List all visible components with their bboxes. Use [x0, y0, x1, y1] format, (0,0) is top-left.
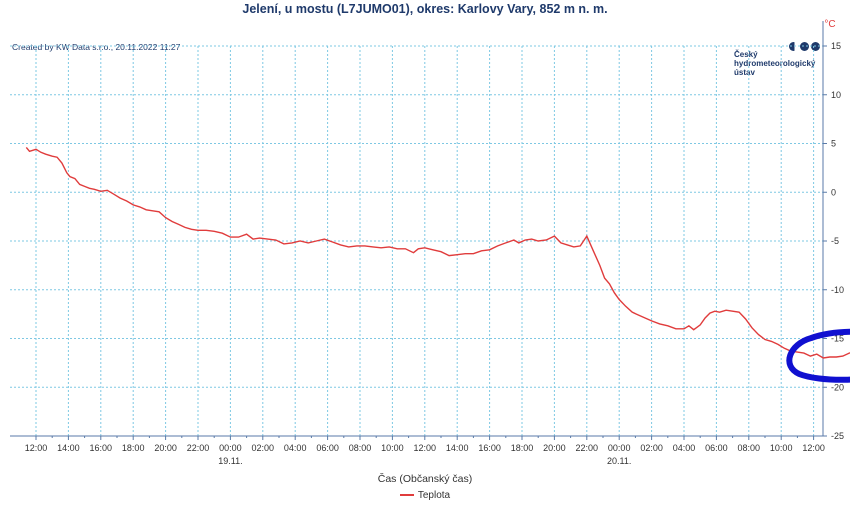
y-tick-label: 10 [831, 90, 841, 100]
x-tick-label: 18:00 [122, 443, 145, 453]
y-axis-unit: °C [824, 19, 835, 30]
x-tick-label: 00:00 [608, 443, 631, 453]
x-tick-label: 20:00 [543, 443, 566, 453]
legend-label: Teplota [417, 490, 451, 501]
y-tick-label: -15 [831, 334, 844, 344]
y-tick-label: -25 [831, 431, 844, 441]
y-tick-label: -10 [831, 285, 844, 295]
x-tick-label: 02:00 [640, 443, 663, 453]
x-tick-label: 22:00 [576, 443, 599, 453]
y-tick-label: -5 [831, 236, 839, 246]
x-tick-label: 06:00 [316, 443, 339, 453]
x-tick-label: 04:00 [284, 443, 307, 453]
x-tick-label: 08:00 [738, 443, 761, 453]
x-tick-label: 14:00 [446, 443, 469, 453]
x-tick-label: 12:00 [802, 443, 825, 453]
x-tick-label: 10:00 [770, 443, 793, 453]
x-tick-label: 14:00 [57, 443, 80, 453]
grid [10, 45, 823, 437]
y-tick-label: -20 [831, 382, 844, 392]
x-tick-label: 06:00 [705, 443, 728, 453]
series-line-teplota [25, 146, 850, 359]
x-axis-label: Čas (Občanský čas) [378, 472, 473, 485]
y-tick-label: 0 [831, 187, 836, 197]
legend: Teplota [0, 490, 850, 501]
x-tick-label: 04:00 [673, 443, 696, 453]
logo-text-line: hydrometeorologický [734, 59, 816, 68]
x-tick-label: 12:00 [414, 443, 437, 453]
x-tick-label: 22:00 [187, 443, 210, 453]
x-tick-label: 18:00 [511, 443, 534, 453]
chart-subtitle: Created by KW Data s.r.o., 20.11.2022 11… [12, 42, 181, 52]
x-tick-label: 16:00 [90, 443, 113, 453]
x-tick-label: 00:00 [219, 443, 242, 453]
y-tick-label: 15 [831, 41, 841, 51]
legend-swatch [399, 494, 414, 497]
x-tick-label: 08:00 [349, 443, 372, 453]
date-label: 20.11. [607, 456, 631, 466]
date-label: 19.11. [218, 456, 242, 466]
x-tick-label: 10:00 [381, 443, 404, 453]
x-tick-label: 20:00 [154, 443, 177, 453]
series [25, 146, 850, 383]
x-tick-label: 12:00 [25, 443, 48, 453]
highlight-annotation [786, 328, 850, 383]
y-tick-label: 5 [831, 139, 836, 149]
logo-text-line: ústav [734, 68, 755, 77]
x-tick-label: 16:00 [478, 443, 501, 453]
chart-title: Jelení, u mostu (L7JUMO01), okres: Karlo… [242, 2, 608, 16]
x-tick-label: 02:00 [252, 443, 275, 453]
logo-text: Český hydrometeorologický ústav [734, 50, 829, 77]
logo-text-line: Český [734, 50, 758, 59]
axes: 12:00 14:00 16:00 18:00 20:00 22:00 00:00 02:00… [10, 21, 844, 466]
